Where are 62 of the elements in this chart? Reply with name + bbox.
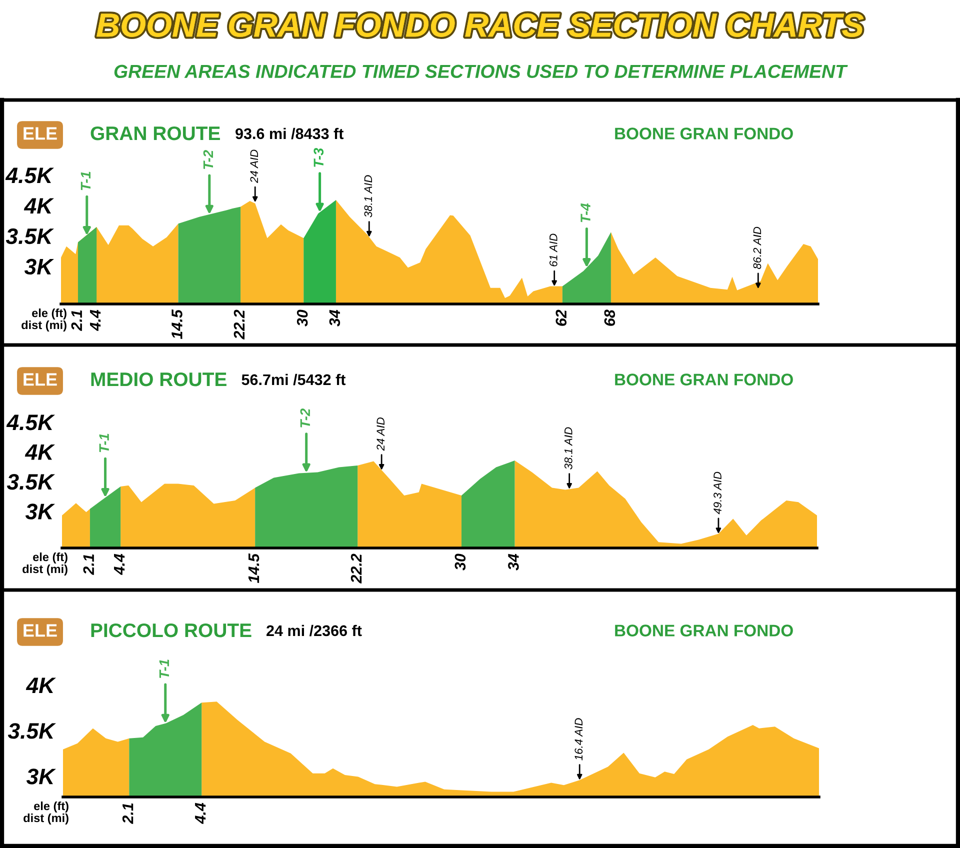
text: ELE (24, 373, 57, 386)
x-tick-label: 34 (508, 554, 519, 570)
annotation: T-2 (300, 408, 310, 428)
y-tick-label: 3.5K (6, 474, 56, 490)
annotation: 61 AID (549, 234, 558, 266)
text: BOONE GRAN FONDO (615, 374, 793, 386)
chart-title: PICCOLO ROUTE (91, 623, 252, 638)
y-axis-title: ele (ft) (34, 801, 68, 812)
text: ELE (24, 624, 57, 637)
y-axis-title: ele (ft) (33, 552, 68, 564)
chart-subtitle: 24 mi /2366 ft (266, 624, 362, 636)
y-tick-label: 4K (24, 444, 56, 460)
annotation: 24 AID (376, 418, 384, 451)
x-axis-title: dist (mi) (22, 320, 66, 332)
chart-subtitle: 56.7mi /5432 ft (242, 374, 346, 386)
text: BOONE GRAN FONDO (615, 624, 793, 636)
x-tick-label: 34 (329, 310, 340, 326)
y-tick-label: 3.5K (8, 723, 56, 739)
x-tick-label: 14.5 (172, 309, 182, 340)
y-tick-label: 4K (26, 678, 56, 694)
x-tick-label: 2.1 (122, 803, 134, 824)
x-axis-title: dist (mi) (22, 564, 68, 576)
text: BOONE GRAN FONDO RACE SECTION CHARTS (96, 13, 864, 37)
annotation: 38.1 AID (364, 175, 372, 218)
annotation: 24 AID (250, 150, 258, 184)
x-axis-title: dist (mi) (24, 813, 68, 825)
annotation: T-2 (203, 150, 213, 170)
x-tick-label: 30 (296, 310, 308, 326)
x-tick-label: 22.2 (234, 310, 244, 340)
x-tick-label: 2.1 (71, 310, 82, 332)
x-tick-label: 14.5 (248, 553, 260, 584)
annotation: T-4 (580, 203, 590, 222)
annotation: 38.1 AID (564, 427, 572, 470)
chart-subtitle: 93.6 mi /8433 ft (236, 128, 344, 140)
y-tick-label: 3K (25, 504, 56, 520)
text: ELE (24, 127, 57, 140)
y-tick-label: 4.5K (5, 168, 54, 184)
chart-title: MEDIO ROUTE (91, 372, 226, 386)
text: BOONE GRAN FONDO (615, 128, 793, 140)
x-tick-label: 4.4 (114, 554, 125, 576)
y-tick-label: 4K (24, 198, 54, 214)
annotation: T-1 (159, 660, 169, 678)
annotation: T-3 (314, 148, 324, 167)
annotation: 49.3 AID (714, 472, 722, 514)
y-tick-label: 3.5K (6, 228, 54, 244)
x-tick-label: 4.4 (195, 802, 206, 824)
x-tick-label: 68 (604, 310, 616, 326)
y-tick-label: 3K (24, 258, 54, 275)
chart-title: GRAN ROUTE (90, 126, 220, 140)
annotation: 16.4 AID (574, 718, 583, 760)
x-tick-label: 22.2 (350, 554, 362, 584)
annotation: 86.2 AID (753, 226, 762, 270)
x-tick-label: 30 (454, 554, 466, 570)
x-tick-label: 4.4 (90, 310, 101, 332)
y-tick-label: 4.5K (6, 414, 56, 430)
annotation: T-1 (99, 434, 109, 452)
text: GREEN AREAS INDICATED TIMED SECTIONS USED TO DETERMINE PLACEMENT (114, 64, 848, 78)
x-tick-label: 2.1 (83, 554, 94, 576)
x-tick-label: 62 (556, 310, 567, 326)
annotation: T-1 (80, 172, 90, 190)
y-tick-label: 3K (26, 768, 56, 784)
y-axis-title: ele (ft) (32, 308, 66, 320)
